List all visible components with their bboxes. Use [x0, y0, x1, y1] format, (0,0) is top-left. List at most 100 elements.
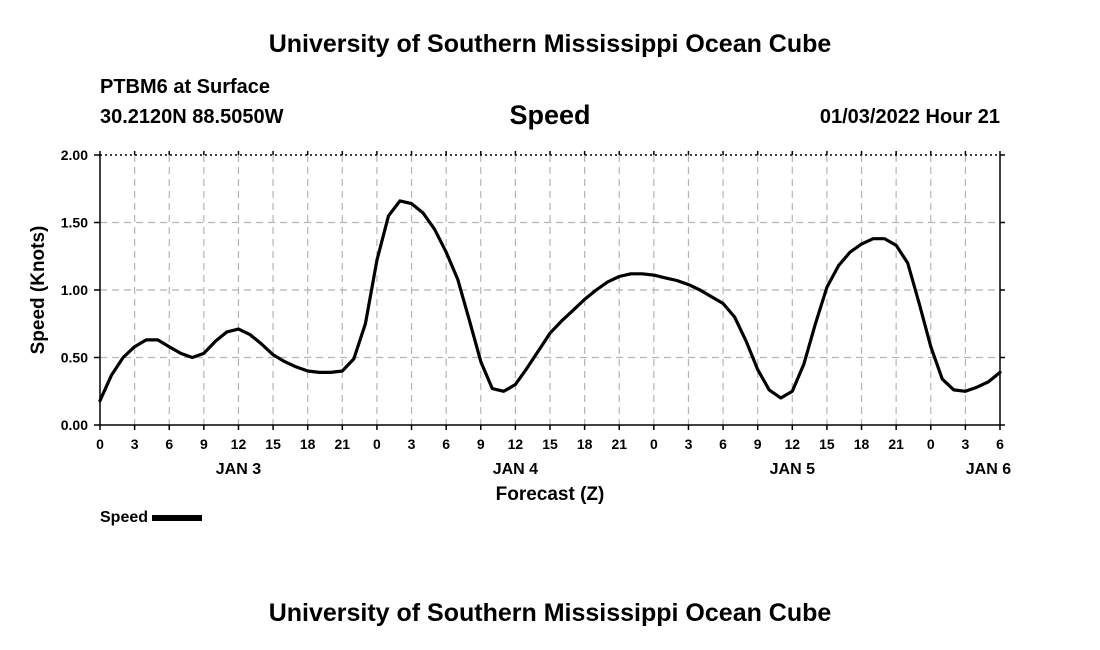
data-point	[457, 278, 459, 280]
x-tick-label: 0	[96, 436, 104, 452]
data-point	[664, 277, 666, 279]
x-tick-label: 3	[685, 436, 693, 452]
x-tick-label: 9	[200, 436, 208, 452]
data-point	[618, 275, 620, 278]
data-point	[203, 352, 205, 355]
data-point	[503, 390, 505, 392]
data-point	[987, 381, 990, 383]
x-tick-label: 15	[265, 436, 281, 452]
x-tick-label: 15	[542, 436, 558, 452]
data-point	[180, 352, 182, 355]
data-point	[260, 343, 263, 345]
legend-label: Speed	[100, 509, 149, 526]
data-point	[168, 346, 170, 348]
data-point	[745, 340, 747, 342]
data-point	[422, 212, 424, 214]
x-tick-label: 3	[408, 436, 416, 452]
data-point	[976, 386, 978, 388]
data-point	[249, 333, 251, 336]
data-point	[941, 378, 943, 380]
data-point	[907, 262, 909, 264]
x-tick-label: 6	[165, 436, 173, 452]
data-point	[837, 265, 840, 267]
x-tick-label: 0	[927, 436, 935, 452]
data-point	[272, 354, 274, 356]
data-point	[214, 340, 216, 342]
data-point	[226, 331, 228, 333]
data-point	[584, 298, 586, 301]
data-point	[99, 400, 101, 402]
data-point	[872, 238, 874, 240]
x-tick-label: 6	[996, 436, 1004, 452]
data-point	[410, 203, 413, 205]
x-tick-label: 12	[508, 436, 524, 452]
data-point	[780, 397, 782, 399]
variable-title: Speed	[509, 100, 591, 130]
data-point	[491, 387, 493, 390]
chart-title: University of Southern Mississippi Ocean…	[268, 30, 832, 58]
data-point	[341, 370, 343, 372]
forecast-datetime: 01/03/2022 Hour 21	[819, 106, 1000, 128]
data-point	[687, 284, 690, 286]
data-point	[860, 243, 863, 245]
data-point	[814, 323, 816, 325]
data-point	[884, 238, 886, 240]
grid	[100, 155, 1000, 425]
data-point	[376, 259, 378, 261]
data-point	[849, 251, 851, 253]
data-point	[295, 366, 297, 368]
data-point	[514, 383, 516, 386]
data-point	[237, 328, 240, 330]
data-point	[803, 363, 805, 365]
data-point	[953, 389, 955, 391]
data-point	[537, 350, 540, 352]
y-tick-label: 0.50	[61, 350, 88, 366]
y-tick-label: 2.00	[61, 147, 88, 163]
data-point	[526, 367, 528, 369]
x-tick-label: 12	[231, 436, 247, 452]
data-point	[145, 339, 147, 341]
x-tick-label: 18	[854, 436, 870, 452]
legend-swatch	[152, 515, 203, 521]
x-tick-label: 0	[373, 436, 381, 452]
data-point	[191, 356, 193, 359]
data-point	[930, 346, 932, 348]
day-label: JAN 5	[770, 461, 815, 478]
data-point	[641, 273, 643, 275]
data-point	[110, 374, 113, 376]
x-tick-label: 3	[961, 436, 969, 452]
day-label: JAN 4	[493, 461, 538, 478]
x-axis-title: Forecast (Z)	[496, 484, 605, 505]
data-point	[595, 289, 597, 291]
data-point	[791, 390, 793, 392]
data-point	[768, 389, 770, 391]
x-tick-label: 6	[719, 436, 727, 452]
data-point	[826, 286, 828, 288]
x-tick-label: 9	[477, 436, 485, 452]
data-point	[122, 356, 124, 359]
data-point	[318, 371, 320, 373]
data-point	[676, 279, 678, 282]
station-label: PTBM6 at Surface	[100, 76, 271, 98]
y-tick-label: 1.00	[61, 282, 88, 298]
x-tick-label: 0	[650, 436, 658, 452]
axes: 0.00 0.50 1.00 1.50 2.00 0 3 6 9 12 15 18 21 0 3 6 9 12 15…	[28, 147, 1011, 505]
y-tick-label: 1.50	[61, 215, 88, 231]
data-point	[480, 360, 482, 363]
x-tick-label: 21	[611, 436, 627, 452]
data-point	[399, 200, 401, 202]
data-point	[572, 309, 574, 311]
data-point	[560, 320, 563, 322]
data-point	[134, 346, 136, 348]
data-point	[964, 390, 966, 392]
data-point	[734, 316, 736, 318]
legend: Speed	[100, 509, 203, 527]
data-point	[699, 289, 701, 291]
y-axis-title: Speed (Knots)	[28, 226, 49, 355]
data-point	[630, 273, 632, 275]
x-tick-label: 21	[888, 436, 904, 452]
x-tick-label: 18	[300, 436, 316, 452]
data-point	[710, 296, 713, 298]
x-tick-label: 3	[131, 436, 139, 452]
